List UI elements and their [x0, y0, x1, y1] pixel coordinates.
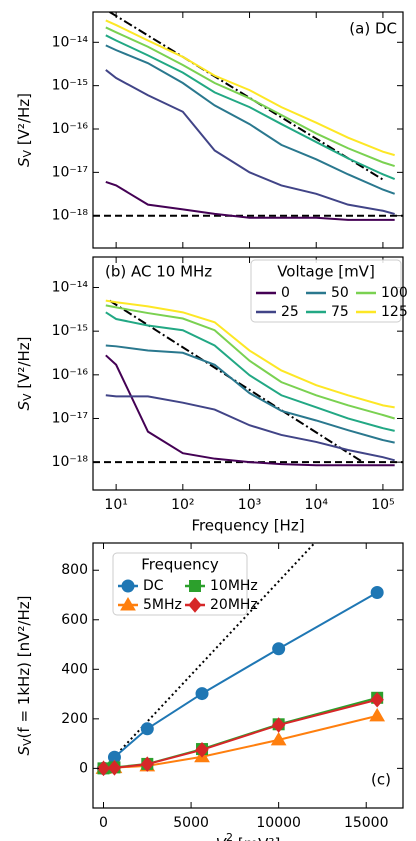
reference-line [109, 299, 364, 463]
legend-label: 125 [381, 304, 408, 320]
x-tick-label: 5000 [173, 815, 209, 831]
plot-area [95, 543, 386, 777]
panel-annotation: (b) AC 10 MHz [105, 263, 212, 281]
y-tick-label: 600 [61, 612, 88, 628]
x-tick-label: 15000 [344, 815, 389, 831]
y-tick-label: 200 [61, 711, 88, 727]
axis-unit: [V²/Hz] [15, 93, 33, 150]
series-line [105, 26, 395, 167]
reference-line [102, 543, 315, 770]
legend-label: 100 [381, 285, 408, 301]
series-line [105, 394, 395, 462]
y-tick-label: 10⁻¹⁸ [52, 454, 89, 470]
plot-area [93, 299, 403, 467]
legend-label: 50 [331, 285, 349, 301]
marker [121, 579, 135, 593]
legend-label: 25 [281, 304, 299, 320]
legend-box [112, 552, 248, 616]
y-tick-label: 10⁻¹⁶ [52, 121, 89, 137]
x-tick-label: 10000 [256, 815, 301, 831]
y-tick-label: 400 [61, 661, 88, 677]
y-tick-label: 10⁻¹⁵ [52, 323, 88, 339]
series-line [105, 354, 395, 467]
legend-label: 5MHz [143, 597, 182, 613]
series-line [105, 19, 395, 157]
series-line [105, 311, 395, 432]
marker [270, 731, 287, 746]
panel-annotation: (a) DC [349, 20, 397, 38]
axis-unit: (f = 1kHz) [nV²/Hz] [15, 596, 33, 739]
y-axis-label: SV [V²/Hz] [15, 93, 35, 167]
y-tick-label: 10⁻¹⁴ [52, 34, 89, 50]
axis-symbol: S [15, 157, 33, 167]
marker [120, 597, 136, 611]
marker [271, 717, 286, 733]
legend-label: 20MHz [210, 597, 258, 613]
y-tick-label: 800 [61, 562, 88, 578]
axis-subscript: V [21, 393, 34, 401]
y-axis-label: SV(f = 1kHz) [nV²/Hz] [15, 596, 35, 756]
marker [272, 642, 286, 656]
x-tick-label: 10¹ [104, 497, 127, 513]
marker [370, 586, 384, 600]
marker [369, 707, 386, 722]
legend-label: 10MHz [210, 578, 258, 594]
axis-symbol: V [216, 835, 228, 841]
legend-label: DC [143, 578, 164, 594]
x-axis-label: Frequency [Hz] [191, 517, 304, 535]
reference-line [109, 12, 384, 181]
y-tick-label: 10⁻¹⁸ [52, 208, 89, 224]
series-line [105, 69, 395, 215]
axis-unit: [mV²] [233, 835, 280, 841]
legend-label: 0 [281, 285, 290, 301]
y-tick-label: 10⁻¹⁶ [52, 367, 89, 383]
y-tick-label: 10⁻¹⁵ [52, 78, 88, 94]
axis-subscript: V [21, 738, 34, 746]
legend-title: Voltage [mV] [277, 263, 375, 281]
x-tick-label: 0 [99, 815, 108, 831]
axis-symbol: S [15, 746, 33, 756]
x-tick-label: 10⁴ [305, 497, 329, 513]
panel-annotation: (c) [371, 771, 391, 789]
x-tick-label: 10³ [238, 497, 261, 513]
series-line [105, 304, 395, 420]
marker [189, 580, 201, 592]
y-tick-label: 10⁻¹⁷ [52, 164, 88, 180]
series-line [105, 299, 395, 409]
marker [140, 756, 154, 772]
marker [188, 597, 202, 613]
legend-box [250, 259, 402, 323]
legend-label: 75 [331, 304, 349, 320]
legend-title: Frequency [141, 556, 219, 574]
axis-subscript: V [21, 149, 34, 157]
marker [107, 760, 122, 776]
y-axis-label: SV [V²/Hz] [15, 336, 35, 410]
y-tick-label: 10⁻¹⁷ [52, 410, 88, 426]
x-axis-label: V2 [mV²] [216, 831, 281, 841]
marker [195, 742, 209, 758]
series-line [105, 181, 395, 221]
series-line [105, 344, 395, 444]
axes-frame [92, 11, 404, 249]
axis-unit: [V²/Hz] [15, 336, 33, 393]
x-tick-label: 10² [171, 497, 194, 513]
series-line [105, 34, 396, 181]
y-tick-label: 0 [79, 760, 88, 776]
marker [195, 687, 209, 701]
marker [140, 722, 154, 736]
plot-area [93, 12, 403, 221]
marker [370, 692, 384, 708]
axis-symbol: S [15, 401, 33, 411]
y-tick-label: 10⁻¹⁴ [52, 280, 89, 296]
axis-superscript: 2 [226, 831, 233, 841]
axes-frame [92, 256, 404, 491]
x-tick-label: 10⁵ [371, 497, 394, 513]
series-line [105, 44, 396, 195]
series-line [102, 591, 378, 770]
marker [96, 760, 111, 777]
axes-frame [92, 542, 404, 809]
